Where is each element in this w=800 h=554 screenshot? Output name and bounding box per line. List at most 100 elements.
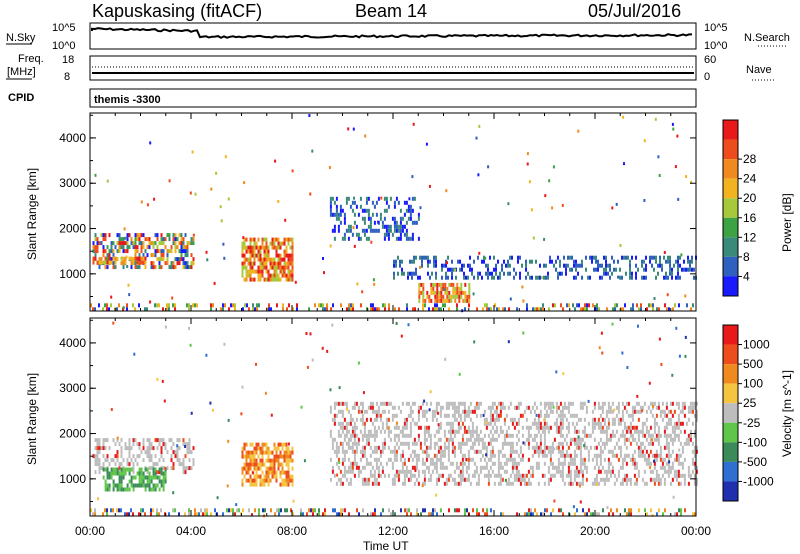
data-cell — [663, 457, 666, 462]
data-cell — [100, 257, 103, 262]
data-cell — [122, 458, 125, 463]
data-cell — [435, 441, 438, 446]
data-cell — [150, 479, 153, 484]
data-cell — [188, 446, 191, 451]
data-cell — [253, 249, 256, 254]
data-cell — [625, 255, 627, 260]
data-cell — [523, 481, 526, 486]
noise-cell — [164, 325, 167, 329]
data-cell — [486, 512, 488, 517]
data-cell — [245, 273, 248, 278]
data-cell — [437, 445, 440, 450]
data-cell — [289, 253, 292, 258]
data-cell — [539, 275, 541, 280]
data-cell — [593, 421, 596, 426]
data-cell — [148, 487, 151, 492]
data-cell — [152, 241, 155, 246]
data-cell — [513, 477, 516, 482]
data-cell — [329, 212, 332, 217]
noise-cell — [127, 283, 130, 287]
data-cell — [453, 401, 456, 406]
data-cell — [178, 446, 181, 451]
data-cell — [132, 257, 135, 262]
data-cell — [643, 259, 645, 264]
data-cell — [531, 437, 534, 442]
data-cell — [533, 433, 536, 438]
data-cell — [527, 477, 530, 482]
data-cell — [355, 445, 358, 450]
data-cell — [675, 425, 678, 430]
data-cell — [695, 445, 698, 450]
data-cell — [477, 449, 480, 454]
data-cell — [563, 461, 566, 466]
data-cell — [475, 433, 478, 438]
noise-cell — [362, 391, 365, 395]
data-cell — [561, 465, 564, 470]
noise-cell — [643, 199, 646, 202]
data-cell — [525, 481, 528, 486]
data-cell — [361, 477, 364, 482]
data-cell — [134, 256, 137, 261]
data-cell — [399, 232, 402, 237]
data-cell — [281, 442, 284, 447]
data-cell — [393, 259, 395, 264]
data-cell — [452, 290, 455, 295]
data-cell — [617, 405, 620, 410]
data-cell — [611, 469, 614, 474]
data-cell — [561, 441, 564, 446]
data-cell — [595, 259, 597, 264]
data-cell — [253, 454, 256, 459]
data-cell — [106, 438, 109, 443]
data-cell — [601, 465, 604, 470]
data-cell — [439, 425, 442, 430]
data-cell — [533, 445, 536, 450]
noise-cell — [429, 390, 432, 394]
data-cell — [691, 457, 694, 462]
data-cell — [407, 208, 410, 213]
data-cell — [432, 290, 435, 295]
data-cell — [579, 417, 582, 422]
data-cell — [489, 453, 492, 458]
data-cell — [379, 429, 382, 434]
data-cell — [255, 253, 258, 258]
data-cell — [261, 269, 264, 274]
data-cell — [509, 271, 511, 276]
data-cell — [503, 433, 506, 438]
data-cell — [345, 200, 348, 205]
data-cell — [545, 413, 548, 418]
data-cell — [432, 282, 435, 287]
data-cell — [609, 263, 611, 268]
data-cell — [679, 461, 682, 466]
data-cell — [509, 473, 512, 478]
data-cell — [537, 417, 540, 422]
data-cell — [599, 477, 602, 482]
data-cell — [443, 445, 446, 450]
data-cell — [534, 307, 536, 312]
data-cell — [393, 405, 396, 410]
data-cell — [582, 508, 584, 513]
noise-cell — [222, 242, 225, 246]
data-cell — [156, 237, 159, 242]
data-cell — [461, 433, 464, 438]
data-cell — [160, 508, 162, 513]
data-cell — [245, 478, 248, 483]
data-cell — [263, 482, 266, 487]
data-cell — [429, 437, 432, 442]
data-cell — [463, 477, 466, 482]
data-cell — [393, 445, 396, 450]
data-cell — [427, 469, 430, 474]
data-cell — [381, 421, 384, 426]
data-cell — [308, 307, 310, 312]
data-cell — [178, 261, 181, 266]
data-cell — [277, 462, 280, 467]
data-cell — [637, 449, 640, 454]
data-cell — [196, 303, 198, 308]
data-cell — [598, 512, 600, 517]
data-cell — [571, 437, 574, 442]
data-cell — [275, 265, 278, 270]
data-cell — [503, 271, 505, 276]
data-cell — [341, 441, 344, 446]
data-cell — [467, 473, 470, 478]
data-cell — [463, 275, 465, 280]
data-cell — [367, 405, 370, 410]
